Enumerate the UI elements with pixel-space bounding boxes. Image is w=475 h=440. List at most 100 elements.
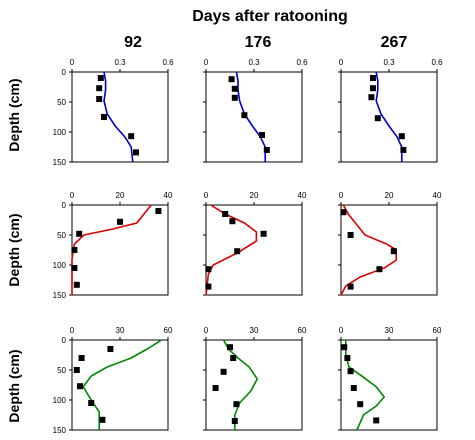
x-tick-label: 40 (433, 191, 442, 200)
data-point (222, 211, 229, 217)
data-point (101, 114, 107, 120)
y-tick-label: 150 (53, 158, 67, 167)
model-line (235, 71, 266, 162)
data-point (228, 76, 235, 83)
data-point (263, 147, 270, 153)
x-tick-label: 0.3 (114, 58, 126, 67)
plot-frame (205, 204, 303, 296)
y-tick-label: 50 (57, 231, 66, 240)
data-point (344, 355, 351, 361)
x-tick-label: 0 (204, 58, 209, 67)
data-point (73, 281, 80, 288)
model-line (82, 339, 163, 430)
x-tick-label: 0 (339, 58, 344, 67)
data-point (96, 85, 103, 92)
data-point (374, 115, 381, 122)
data-point (128, 133, 135, 140)
x-tick-label: 20 (116, 191, 125, 200)
plot-frame (71, 339, 169, 431)
x-tick-label: 60 (164, 326, 173, 335)
data-point (227, 344, 233, 351)
x-tick-label: 0 (204, 191, 209, 200)
x-tick-label: 0 (70, 191, 75, 200)
data-point (205, 266, 212, 273)
data-point (230, 355, 237, 361)
data-point (347, 232, 354, 238)
model-line (222, 339, 259, 430)
data-point (76, 230, 83, 237)
data-point (117, 218, 123, 225)
data-point (73, 367, 80, 373)
model-line (340, 204, 397, 296)
y-tick-label: 150 (53, 426, 67, 435)
data-point (71, 265, 78, 271)
x-tick-label: 0 (70, 326, 75, 335)
column-title-267: 267 (381, 34, 408, 51)
x-tick-label: 0.6 (162, 58, 174, 67)
x-tick-label: 0.6 (431, 58, 443, 67)
y-tick-label: 100 (53, 128, 67, 137)
x-tick-label: 0.3 (248, 58, 260, 67)
x-tick-label: 20 (385, 191, 394, 200)
y-tick-label: 100 (53, 261, 67, 270)
y-tick-label: 0 (62, 68, 67, 77)
data-point (107, 346, 114, 352)
model-line (103, 71, 134, 163)
data-point (340, 209, 347, 216)
data-point (231, 94, 238, 101)
y-axis-label-row-3: Depth (cm) (6, 349, 22, 422)
y-tick-label: 0 (62, 336, 67, 345)
data-point (390, 248, 397, 255)
y-axis-label-row-2: Depth (cm) (6, 213, 22, 286)
data-point (347, 283, 354, 290)
data-point (205, 283, 212, 290)
panel-r2c2: 0 20 40 (203, 191, 307, 296)
data-point (88, 400, 95, 406)
data-point (370, 75, 376, 81)
data-point (373, 417, 380, 424)
plot-frame (71, 204, 169, 296)
y-axis-label-row-1: Depth (cm) (6, 78, 22, 151)
plot-frame (340, 71, 438, 163)
x-tick-label: 0 (339, 191, 344, 200)
data-point (260, 230, 267, 237)
panel-r1c3: 0 0.3 0.6 (338, 58, 443, 163)
x-tick-label: 0 (339, 326, 344, 335)
y-tick-label: 100 (53, 396, 67, 405)
x-tick-label: 40 (164, 191, 173, 200)
plot-frame (205, 71, 303, 163)
y-tick-label: 150 (53, 291, 67, 300)
panel-r1c2: 0 0.3 0.6 (203, 58, 308, 163)
data-point (368, 94, 375, 101)
x-tick-label: 0 (70, 58, 75, 67)
data-point (231, 418, 238, 424)
data-point (78, 355, 85, 361)
plot-frame (71, 71, 169, 163)
data-point (234, 248, 241, 255)
panel-r2c1: 0 20 40 0 50 100 150 (53, 191, 173, 300)
x-tick-label: 0.6 (296, 58, 308, 67)
data-point (212, 385, 219, 391)
y-tick-label: 0 (62, 201, 67, 210)
y-tick-label: 50 (57, 98, 66, 107)
data-point (357, 401, 364, 408)
column-title-176: 176 (245, 34, 272, 51)
x-tick-label: 60 (298, 326, 307, 335)
plot-frame (340, 204, 438, 296)
panel-r1c1: 0 0.3 0.6 0 50 100 150 (53, 58, 174, 167)
x-tick-label: 0.3 (383, 58, 395, 67)
x-tick-label: 60 (433, 326, 442, 335)
data-point (97, 75, 104, 81)
x-tick-label: 30 (385, 326, 394, 335)
data-point (220, 368, 227, 375)
data-point (231, 85, 238, 92)
panel-r3c3: 0 30 60 (338, 326, 442, 431)
model-line (375, 71, 403, 162)
data-point (229, 218, 236, 225)
model-line (71, 204, 152, 295)
figure-title: Days after ratooning (192, 8, 348, 25)
panel-r2c3: 0 20 40 (338, 191, 442, 296)
data-point (350, 385, 357, 391)
data-point (370, 85, 376, 92)
